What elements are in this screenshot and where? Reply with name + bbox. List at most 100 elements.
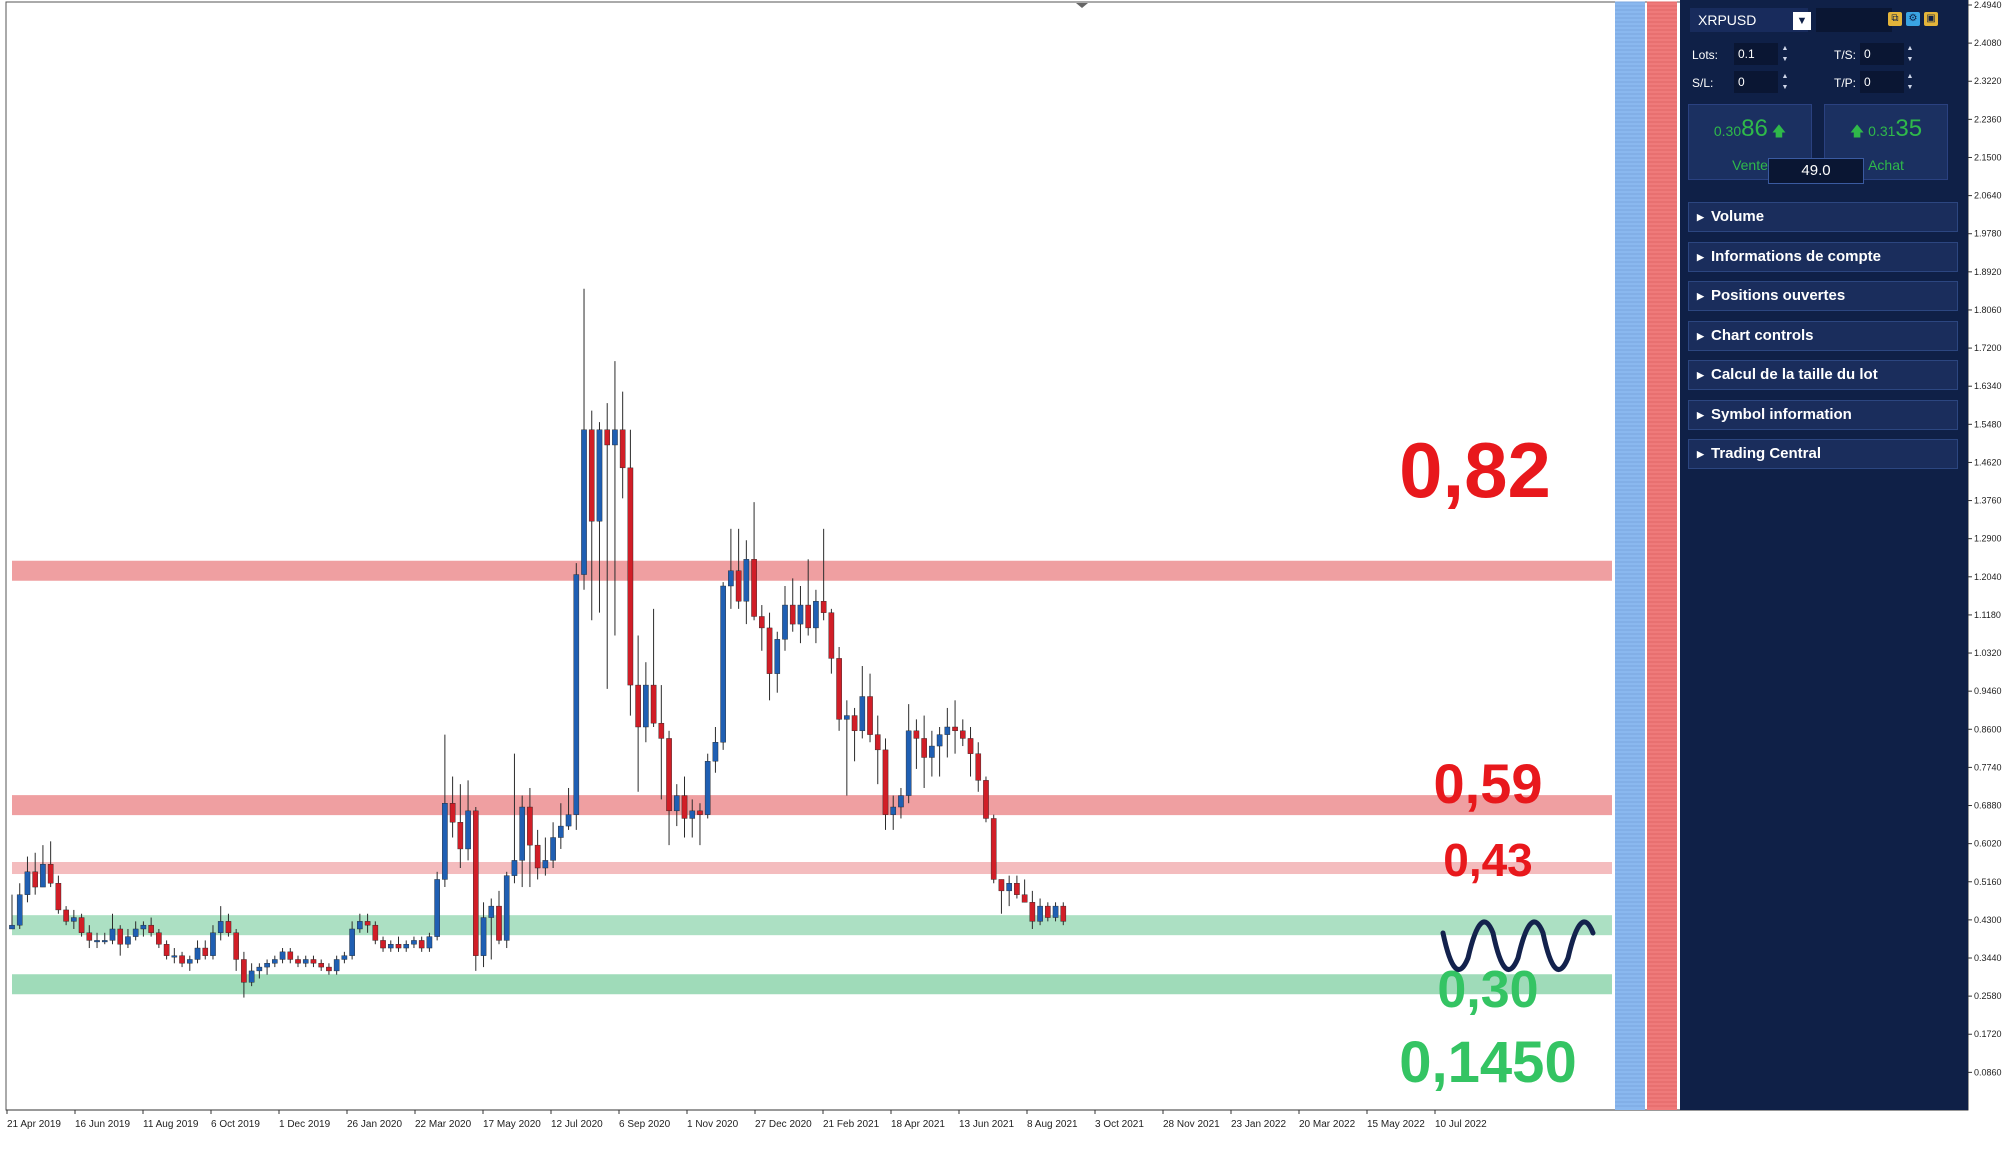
candle-body	[967, 738, 974, 754]
sl-spinner[interactable]: ▲ ▼	[1781, 73, 1789, 91]
candle-body	[194, 947, 201, 960]
candle-body	[759, 616, 765, 629]
chevron-down-icon[interactable]: ▼	[1793, 12, 1811, 30]
candle-body	[132, 928, 139, 937]
price-tick-label: 0.9460	[1974, 686, 2002, 696]
candle-body	[658, 722, 665, 739]
ts-field[interactable]: 0	[1860, 43, 1904, 65]
candle-body	[109, 928, 116, 941]
lots-spinner[interactable]: ▲ ▼	[1781, 45, 1789, 63]
trading-panel: XRPUSD ▼ ⧉ ⚙ ▣ Lots: 0.1 ▲ ▼ T/S: 0 ▲ ▼ S/…	[1680, 0, 1968, 1110]
candle-body	[820, 601, 827, 613]
candle-body	[882, 749, 889, 815]
section-trading-central[interactable]: ▶ Trading Central	[1688, 439, 1958, 469]
price-tick-label: 2.3220	[1974, 76, 2002, 86]
candle-body	[542, 860, 549, 869]
symbol-selector[interactable]: XRPUSD ▼	[1690, 8, 1811, 32]
date-tick-label: 8 Aug 2021	[1027, 1119, 1078, 1130]
price-tick-label: 2.1500	[1974, 152, 2002, 162]
candle-body	[125, 936, 131, 945]
sell-price-small: 0.30	[1713, 123, 1742, 139]
indicator-strip-red	[1647, 2, 1677, 1110]
candle-body	[828, 612, 835, 659]
level-band	[12, 795, 1612, 816]
candle-body	[248, 970, 255, 983]
date-tick-label: 21 Apr 2019	[7, 1119, 61, 1130]
candle-body	[47, 863, 54, 884]
candle-body	[418, 940, 425, 949]
chevron-right-icon: ▶	[1697, 449, 1704, 459]
window-icon[interactable]: ▣	[1924, 12, 1938, 26]
date-tick-label: 28 Nov 2021	[1163, 1119, 1220, 1130]
level-band	[12, 974, 1612, 995]
level-label: 0,30	[1437, 961, 1538, 1019]
ts-spinner[interactable]: ▲ ▼	[1906, 45, 1914, 63]
candle-body	[163, 944, 170, 956]
section-volume[interactable]: ▶ Volume	[1688, 202, 1958, 232]
candle-body	[604, 429, 611, 446]
gear-icon[interactable]: ⚙	[1906, 12, 1920, 26]
candle-body	[867, 696, 873, 735]
price-tick-label: 1.0320	[1974, 648, 2002, 658]
candle-body	[612, 429, 618, 446]
candle-body	[225, 921, 232, 933]
lots-field[interactable]: 0.1	[1734, 43, 1778, 65]
date-tick-label: 15 May 2022	[1367, 1119, 1425, 1130]
section-informations-de-compte[interactable]: ▶ Informations de compte	[1688, 241, 1958, 272]
candle-body	[782, 604, 788, 640]
section-label: Chart controls	[1711, 326, 1814, 344]
section-label: Informations de compte	[1711, 247, 1882, 265]
spread-field[interactable]: 49.0	[1768, 158, 1864, 184]
arrow-up-icon: 🡅	[1849, 123, 1865, 139]
candle-body	[975, 753, 982, 781]
candle-body	[55, 883, 62, 911]
candle-body	[720, 585, 726, 743]
date-tick-label: 26 Jan 2020	[347, 1119, 402, 1130]
candle-body	[805, 604, 811, 629]
candle-body	[426, 936, 433, 949]
candle-body	[588, 429, 595, 522]
candle-body	[341, 955, 348, 960]
candle-body	[859, 696, 866, 732]
price-tick-label: 1.7200	[1974, 343, 2002, 353]
chevron-right-icon: ▶	[1697, 370, 1704, 380]
date-tick-label: 16 Jun 2019	[75, 1119, 130, 1130]
section-symbol-information[interactable]: ▶ Symbol information	[1688, 399, 1958, 430]
candle-body	[1014, 883, 1020, 895]
chevron-right-icon: ▶	[1697, 251, 1704, 262]
price-tick-label: 0.8600	[1974, 724, 2002, 734]
copy-icon[interactable]: ⧉	[1888, 12, 1902, 26]
candle-body	[913, 730, 920, 739]
level-label: 0,43	[1443, 834, 1533, 886]
sl-field[interactable]: 0	[1734, 71, 1778, 93]
candle-body	[465, 810, 471, 850]
section-chart-controls[interactable]: ▶ Chart controls	[1688, 320, 1958, 351]
candle-body	[1037, 905, 1043, 922]
candle-body	[63, 909, 69, 922]
candle-body	[78, 917, 85, 933]
candle-body	[1021, 894, 1028, 903]
date-tick-label: 23 Jan 2022	[1231, 1119, 1286, 1130]
candle-body	[836, 658, 842, 720]
buy-price-big: 35	[1895, 115, 1923, 142]
level-label: 0,1450	[1399, 1030, 1576, 1095]
price-tick-label: 1.2040	[1974, 572, 2002, 582]
section-calcul-de-la-taille-du-lot[interactable]: ▶ Calcul de la taille du lot	[1688, 360, 1958, 390]
candle-body	[581, 429, 587, 575]
date-tick-label: 17 May 2020	[483, 1119, 541, 1130]
candle-body	[898, 795, 904, 808]
chevron-right-icon: ▶	[1697, 212, 1704, 222]
tp-spinner[interactable]: ▲ ▼	[1906, 73, 1914, 91]
candle-body	[959, 730, 966, 739]
tp-field[interactable]: 0	[1860, 71, 1904, 93]
candle-body	[210, 932, 216, 956]
candle-body	[921, 738, 927, 758]
level-band	[12, 862, 1612, 875]
candle-body	[473, 810, 479, 956]
price-tick-label: 1.6340	[1974, 381, 2002, 391]
candle-body	[735, 570, 742, 602]
price-tick-label: 1.9780	[1974, 229, 2002, 239]
candle-body	[689, 810, 696, 819]
section-positions-ouvertes[interactable]: ▶ Positions ouvertes	[1688, 281, 1958, 311]
